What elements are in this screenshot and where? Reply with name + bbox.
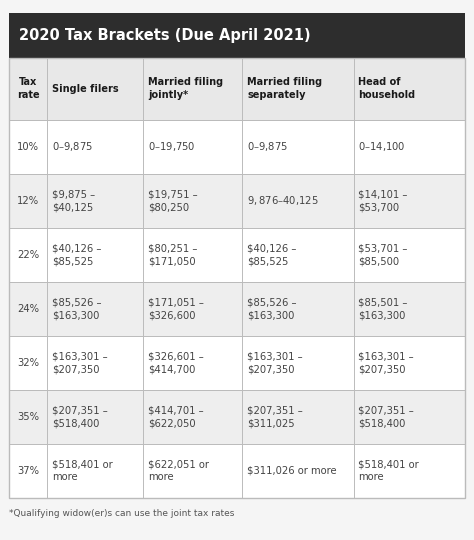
Bar <box>9 444 465 498</box>
Text: $163,301 –
$207,350: $163,301 – $207,350 <box>52 352 108 374</box>
Text: $414,701 –
$622,050: $414,701 – $622,050 <box>148 406 204 428</box>
Text: $518,401 or
more: $518,401 or more <box>358 460 419 482</box>
Text: Single filers: Single filers <box>52 84 119 94</box>
Bar <box>9 174 465 228</box>
Text: $207,351 –
$311,025: $207,351 – $311,025 <box>247 406 303 428</box>
Text: Married filing
separately: Married filing separately <box>247 77 322 100</box>
Text: $163,301 –
$207,350: $163,301 – $207,350 <box>247 352 303 374</box>
Text: 10%: 10% <box>17 142 39 152</box>
Text: 22%: 22% <box>17 250 39 260</box>
Text: Head of
household: Head of household <box>358 77 415 100</box>
Bar <box>9 58 465 498</box>
Text: 32%: 32% <box>17 358 39 368</box>
Bar <box>9 228 465 282</box>
Text: $85,501 –
$163,300: $85,501 – $163,300 <box>358 298 408 320</box>
Text: $622,051 or
more: $622,051 or more <box>148 460 209 482</box>
Bar <box>9 120 465 174</box>
Text: 12%: 12% <box>17 196 39 206</box>
Text: Tax
rate: Tax rate <box>17 77 39 100</box>
Text: $0 – $9,875: $0 – $9,875 <box>52 140 93 153</box>
Text: $19,751 –
$80,250: $19,751 – $80,250 <box>148 190 198 212</box>
Bar <box>9 14 465 58</box>
Text: $171,051 –
$326,600: $171,051 – $326,600 <box>148 298 204 320</box>
Text: $9,875 –
$40,125: $9,875 – $40,125 <box>52 190 95 212</box>
Text: $163,301 –
$207,350: $163,301 – $207,350 <box>358 352 414 374</box>
Text: $85,526 –
$163,300: $85,526 – $163,300 <box>247 298 297 320</box>
Text: $207,351 –
$518,400: $207,351 – $518,400 <box>358 406 414 428</box>
Text: $40,126 –
$85,525: $40,126 – $85,525 <box>52 244 101 266</box>
Text: 24%: 24% <box>17 304 39 314</box>
Text: *Qualifying widow(er)s can use the joint tax rates: *Qualifying widow(er)s can use the joint… <box>9 509 234 518</box>
Bar <box>9 336 465 390</box>
Text: 2020 Tax Brackets (Due April 2021): 2020 Tax Brackets (Due April 2021) <box>19 28 310 43</box>
Text: $518,401 or
more: $518,401 or more <box>52 460 113 482</box>
Text: $0 – $14,100: $0 – $14,100 <box>358 140 406 153</box>
Text: $0 – $19,750: $0 – $19,750 <box>148 140 196 153</box>
Text: $53,701 –
$85,500: $53,701 – $85,500 <box>358 244 408 266</box>
Bar <box>9 282 465 336</box>
Text: $0 – $9,875: $0 – $9,875 <box>247 140 288 153</box>
Text: $14,101 –
$53,700: $14,101 – $53,700 <box>358 190 408 212</box>
Text: $85,526 –
$163,300: $85,526 – $163,300 <box>52 298 101 320</box>
Text: $311,026 or more: $311,026 or more <box>247 466 337 476</box>
Text: 37%: 37% <box>17 466 39 476</box>
Bar <box>9 390 465 444</box>
Text: $80,251 –
$171,050: $80,251 – $171,050 <box>148 244 198 266</box>
Text: $326,601 –
$414,700: $326,601 – $414,700 <box>148 352 204 374</box>
Text: $9,876 – $40,125: $9,876 – $40,125 <box>247 194 319 207</box>
Text: $40,126 –
$85,525: $40,126 – $85,525 <box>247 244 297 266</box>
Text: $207,351 –
$518,400: $207,351 – $518,400 <box>52 406 108 428</box>
Bar <box>9 58 465 120</box>
Text: Married filing
jointly*: Married filing jointly* <box>148 77 223 100</box>
Text: 35%: 35% <box>17 412 39 422</box>
